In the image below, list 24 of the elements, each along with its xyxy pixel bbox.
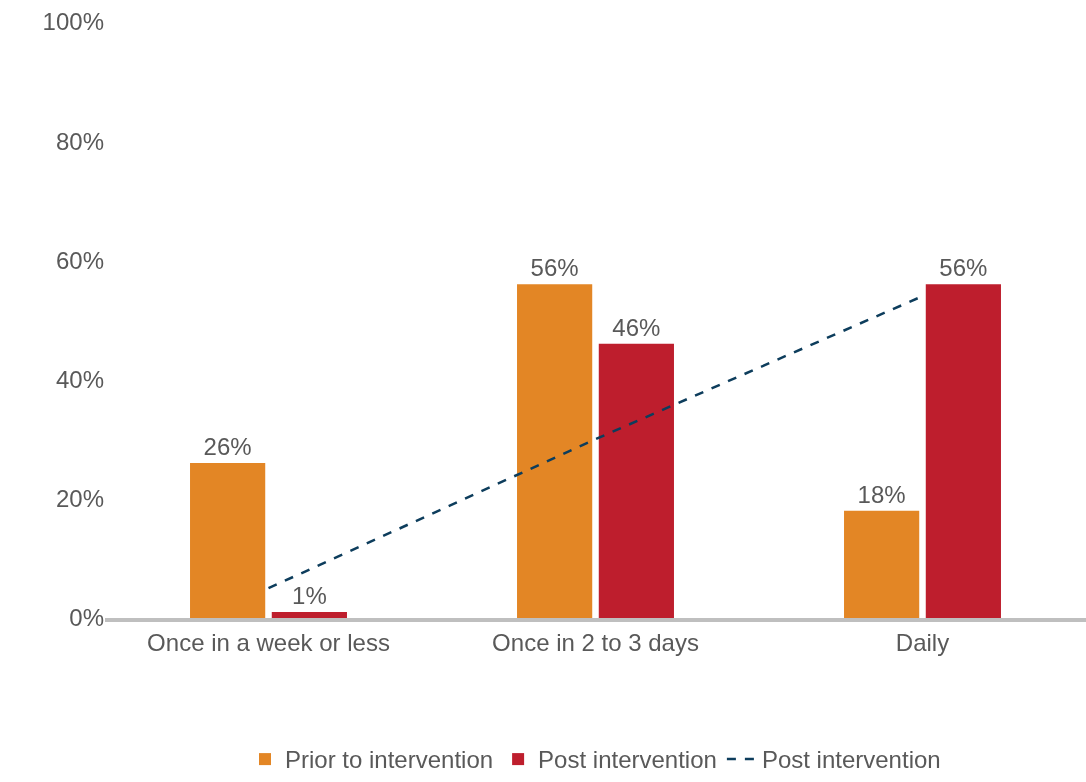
bar — [844, 510, 920, 618]
data-label: 1% — [292, 582, 327, 610]
data-label: 56% — [939, 254, 988, 282]
bar — [925, 284, 1001, 618]
bar — [190, 463, 266, 618]
y-tick-label: 100% — [42, 8, 104, 36]
y-tick-label: 60% — [55, 246, 104, 274]
x-tick-label: Once in a week or less — [147, 628, 390, 656]
legend-label: Prior to intervention — [285, 746, 494, 774]
y-tick-label: 80% — [55, 127, 104, 155]
data-label: 46% — [612, 313, 661, 341]
y-tick-label: 40% — [55, 366, 104, 393]
data-label: 56% — [530, 254, 579, 282]
y-tick-label: 20% — [55, 485, 104, 513]
bar — [598, 343, 674, 618]
legend-label: Post intervention — [761, 746, 941, 774]
x-tick-label: Once in 2 to 3 days — [492, 628, 699, 656]
y-tick-label: 0% — [69, 604, 104, 632]
bar — [517, 284, 593, 618]
bar — [271, 612, 347, 618]
data-label: 18% — [857, 480, 906, 508]
legend-label: Post intervention — [538, 746, 717, 774]
data-label: 26% — [203, 433, 252, 461]
x-tick-label: Daily — [895, 628, 950, 656]
